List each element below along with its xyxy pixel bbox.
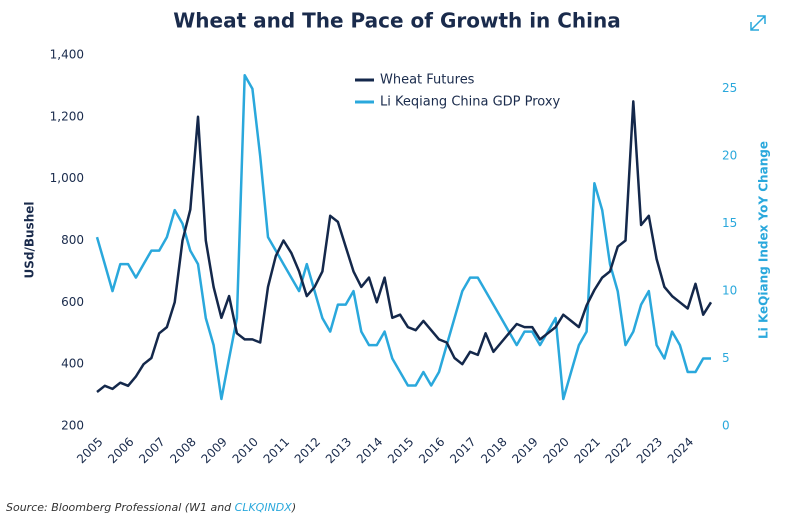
y-tick-label: 800: [61, 233, 84, 247]
expand-icon-path[interactable]: [750, 15, 766, 31]
x-tick-label: 2010: [230, 435, 261, 466]
y-tick-label: 1,200: [50, 109, 84, 123]
x-tick-label: 2022: [603, 435, 634, 466]
expand-icon[interactable]: [750, 15, 766, 31]
x-tick-label: 2023: [634, 435, 665, 466]
series-line: [95, 73, 711, 401]
x-tick-label: 2009: [198, 435, 229, 466]
y-tick-label: 1,000: [50, 171, 84, 185]
x-tick-label: 2019: [509, 435, 540, 466]
y2-tick-label: 10: [722, 284, 737, 298]
y2-tick-label: 15: [722, 216, 737, 230]
x-tick-label: 2016: [416, 435, 447, 466]
source-text: Source: Bloomberg Professional (W1 and: [6, 501, 232, 514]
y-tick-label: 400: [61, 357, 84, 371]
x-tick-label: 2021: [572, 435, 603, 466]
x-tick-label: 2014: [354, 435, 385, 466]
x-tick-label: 2018: [478, 435, 509, 466]
x-tick-label: 2015: [385, 435, 416, 466]
x-tick-label: 2017: [447, 435, 478, 466]
x-tick-label: 2006: [105, 435, 136, 466]
series-line: [96, 100, 713, 393]
x-tick-label: 2005: [74, 435, 105, 466]
y-tick-label: 1,400: [50, 48, 84, 62]
y-axis-label: USd/Bushel: [23, 202, 37, 279]
y2-tick-label: 0: [722, 419, 730, 433]
y2-axis-label: Li KeQiang Index YoY Change: [757, 141, 771, 339]
x-tick-label: 2012: [292, 435, 323, 466]
source-note: Source: Bloomberg Professional (W1 and C…: [6, 501, 296, 514]
x-tick-label: 2020: [540, 435, 571, 466]
x-tick-label: 2007: [136, 435, 167, 466]
y-tick-label: 600: [61, 295, 84, 309]
x-tick-label: 2011: [261, 435, 292, 466]
source-link[interactable]: CLKQINDX: [235, 501, 293, 514]
y2-tick-label: 20: [722, 149, 737, 163]
chart-title: Wheat and The Pace of Growth in China: [173, 9, 621, 33]
x-tick-label: 2013: [323, 435, 354, 466]
y2-tick-label: 25: [722, 81, 737, 95]
legend-label: Li Keqiang China GDP Proxy: [380, 95, 561, 110]
y-tick-label: 200: [61, 419, 84, 433]
x-tick-label: 2024: [665, 435, 696, 466]
x-tick-label: 2008: [167, 435, 198, 466]
y2-tick-label: 5: [722, 351, 730, 365]
source-suffix: ): [291, 501, 296, 514]
legend-label: Wheat Futures: [380, 73, 475, 88]
